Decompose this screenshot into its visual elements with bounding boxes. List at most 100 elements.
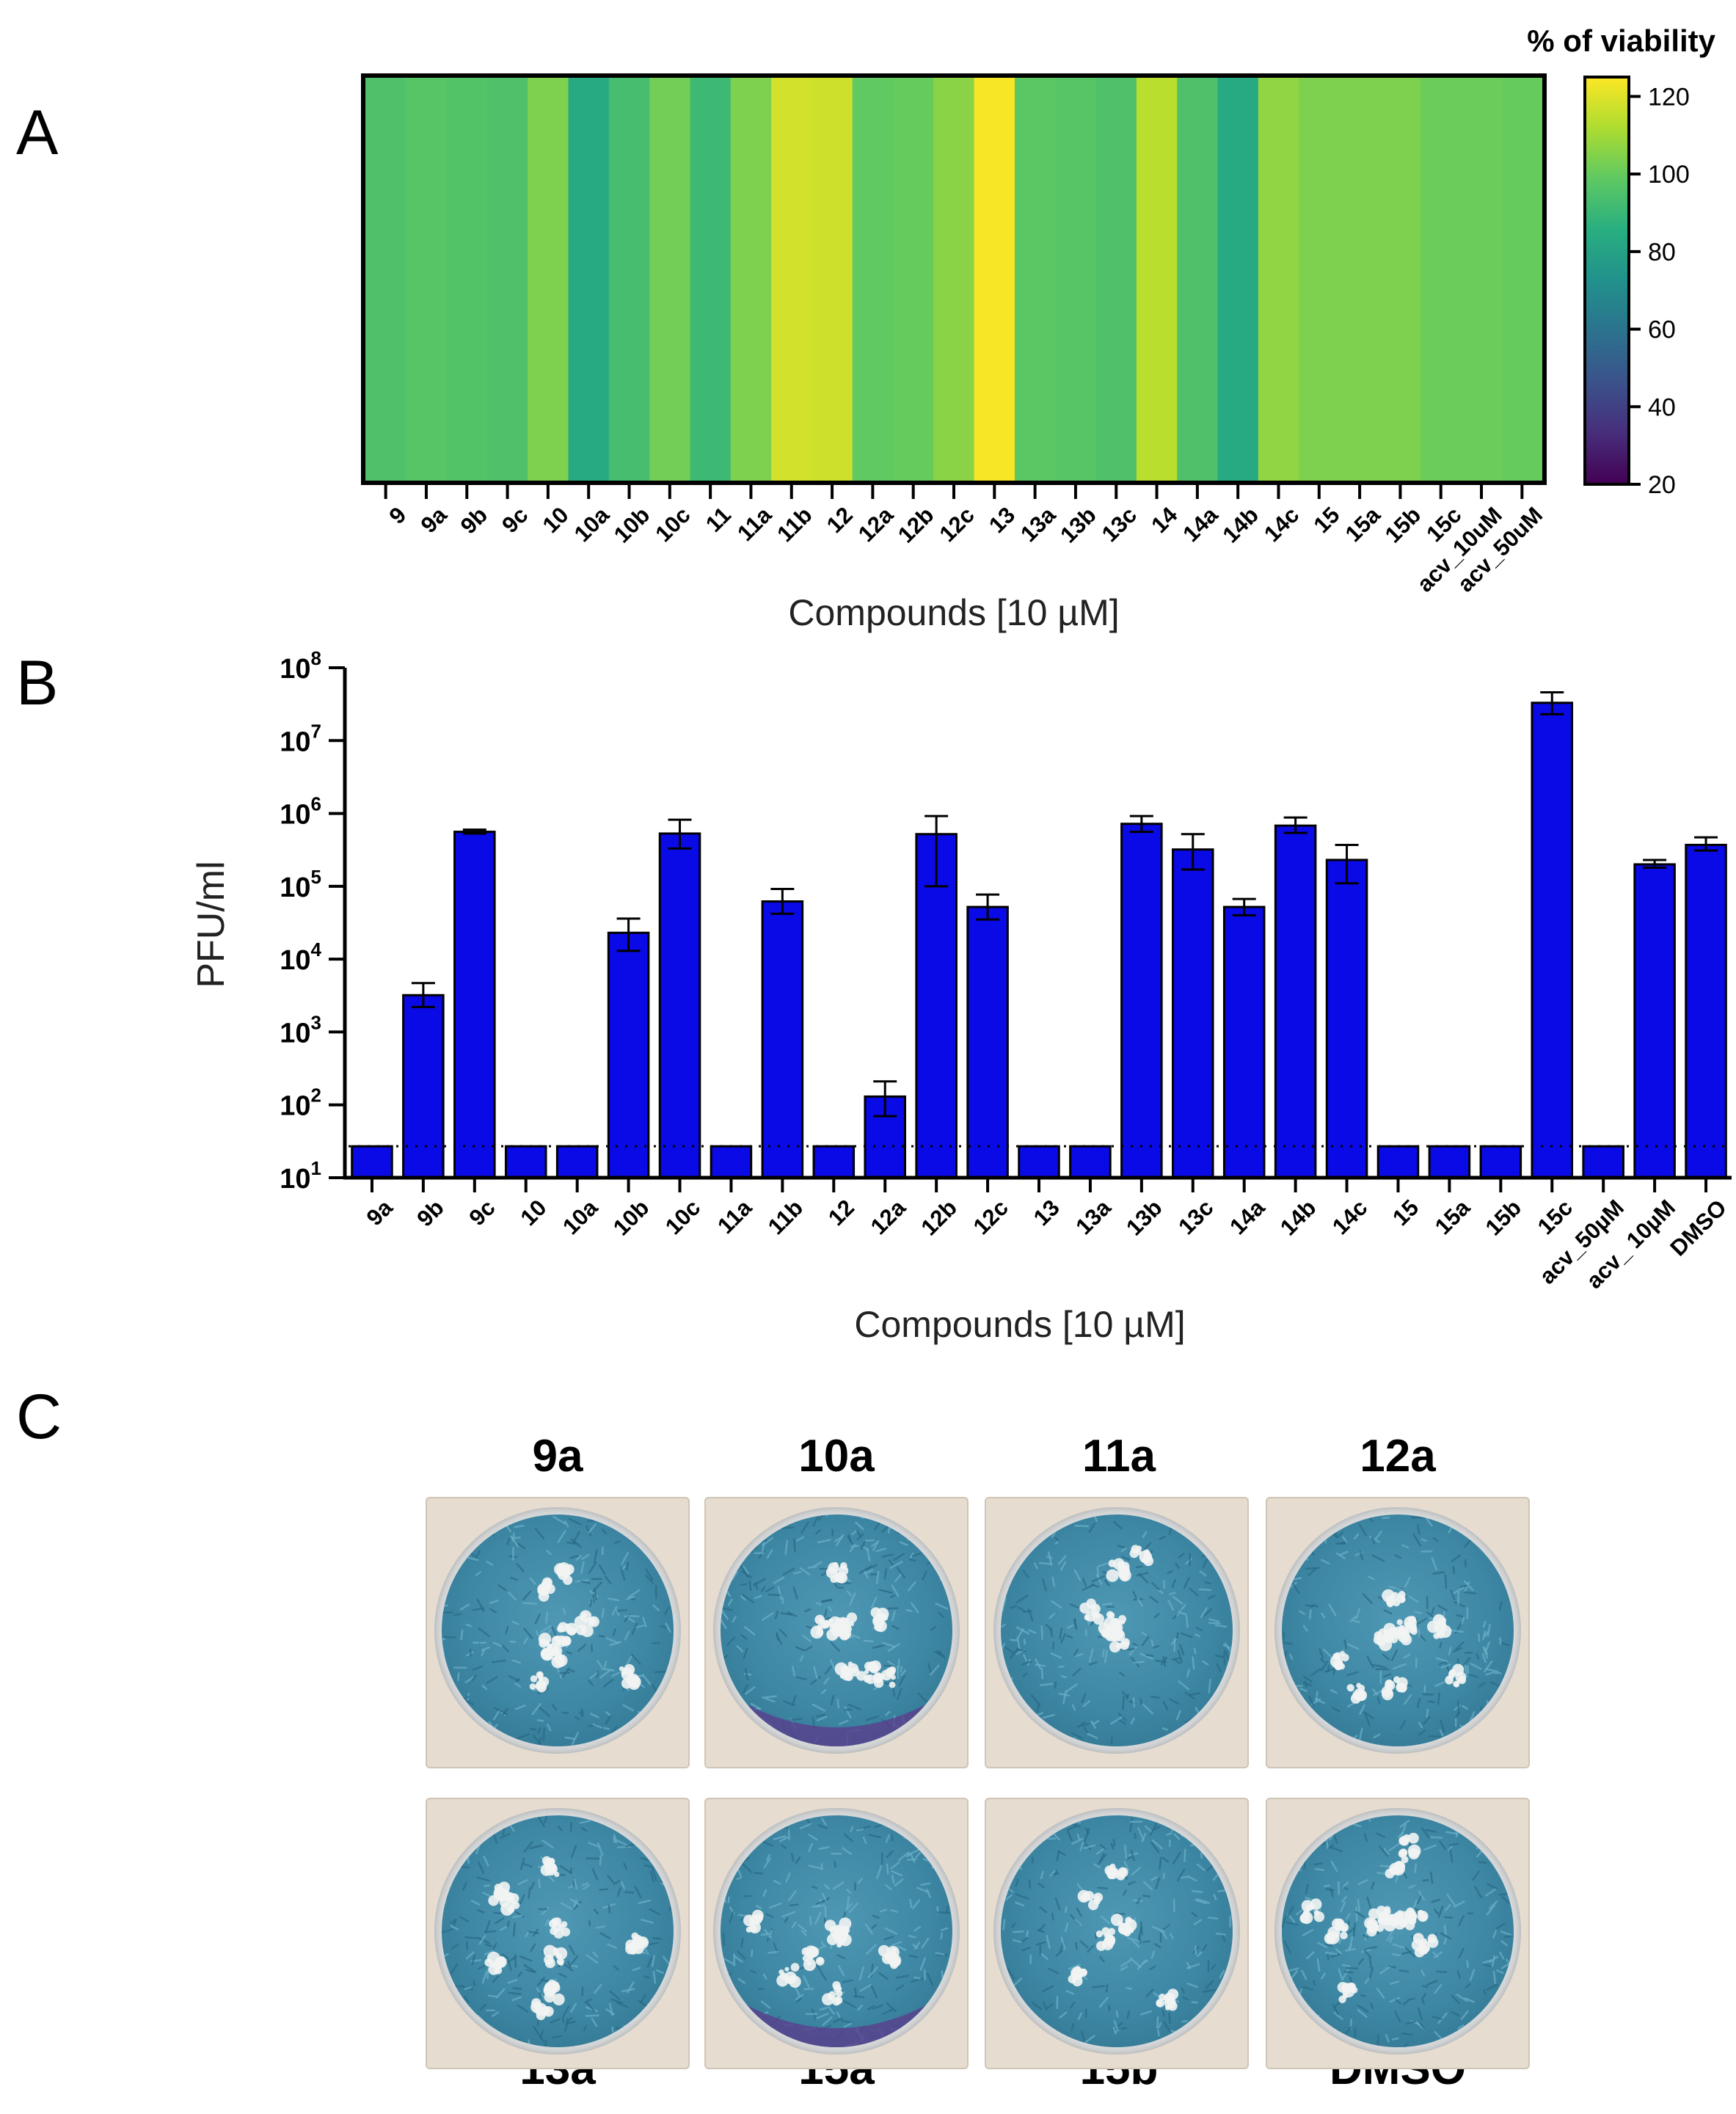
monolayer-texture: [507, 1959, 512, 1972]
monolayer-texture: [1208, 1618, 1219, 1623]
plate-12a: [1266, 1497, 1530, 1768]
monolayer-texture: [640, 1857, 649, 1862]
monolayer-texture: [1022, 1570, 1029, 1578]
bar-12c: [966, 905, 1009, 1179]
monolayer-texture: [1002, 2006, 1007, 2014]
monolayer-texture: [1310, 1668, 1321, 1677]
monolayer-texture: [471, 1954, 476, 1966]
monolayer-texture: [887, 1522, 892, 1534]
monolayer-texture: [1172, 2033, 1178, 2041]
bar-DMSO: [1685, 843, 1727, 1179]
monolayer-texture: [457, 1528, 464, 1535]
monolayer-texture: [1001, 1597, 1007, 1612]
monolayer-texture: [645, 1568, 654, 1581]
monolayer-texture: [784, 1917, 789, 1923]
monolayer-texture: [580, 1826, 588, 1832]
crystal-violet-stain: [721, 1698, 952, 1746]
monolayer-texture: [909, 1553, 914, 1559]
monolayer-texture: [1485, 1888, 1496, 1897]
monolayer-texture: [1302, 1625, 1308, 1632]
monolayer-texture: [1426, 1518, 1433, 1527]
monolayer-texture: [1462, 1705, 1468, 1710]
monolayer-texture: [1036, 1702, 1040, 1713]
monolayer-texture: [910, 1978, 924, 1983]
monolayer-texture: [1191, 2001, 1198, 2004]
monolayer-texture: [896, 1688, 902, 1700]
monolayer-texture: [1382, 1653, 1390, 1661]
monolayer-texture: [1345, 2026, 1352, 2035]
monolayer-texture: [753, 1578, 766, 1586]
monolayer-texture: [1113, 2027, 1128, 2031]
monolayer-texture: [473, 1980, 476, 1986]
monolayer-texture: [1343, 1740, 1351, 1746]
monolayer-texture: [1368, 1956, 1372, 1969]
monolayer-texture: [601, 1608, 605, 1619]
monolayer-texture: [1050, 1652, 1062, 1659]
heatmap-tick-label: 14b: [1217, 502, 1263, 548]
monolayer-texture: [1192, 1819, 1203, 1830]
bar-acv_ 10µM: [1633, 863, 1676, 1179]
monolayer-texture: [467, 1730, 473, 1744]
monolayer-texture: [894, 1878, 904, 1887]
monolayer-texture: [1033, 1562, 1039, 1570]
monolayer-texture: [933, 1832, 941, 1841]
monolayer-texture: [1120, 1959, 1132, 1967]
monolayer-texture: [795, 1997, 802, 2003]
monolayer-texture: [1162, 1923, 1172, 1931]
monolayer-texture: [445, 1582, 450, 1597]
monolayer-texture: [821, 1818, 827, 1826]
monolayer-texture: [912, 1943, 919, 1949]
monolayer-texture: [1437, 1906, 1444, 1918]
monolayer-texture: [1155, 1877, 1161, 1889]
monolayer-texture: [1480, 1706, 1485, 1721]
monolayer-texture: [721, 1607, 733, 1611]
monolayer-texture: [815, 2012, 829, 2019]
monolayer-texture: [799, 1823, 812, 1829]
monolayer-texture: [1077, 1816, 1081, 1824]
monolayer-texture: [1042, 1578, 1047, 1592]
monolayer-texture: [1048, 1824, 1051, 1831]
monolayer-texture: [1158, 2022, 1162, 2029]
monolayer-texture: [1474, 1885, 1482, 1899]
monolayer-texture: [582, 1884, 591, 1890]
monolayer-texture: [643, 1837, 657, 1840]
monolayer-texture: [613, 1965, 619, 1971]
plaque: [1299, 1898, 1325, 1925]
monolayer-texture: [466, 1538, 474, 1545]
colorbar-tick-label: 80: [1648, 238, 1676, 266]
monolayer-texture: [492, 1831, 498, 1844]
monolayer-texture: [891, 1610, 896, 1622]
monolayer-texture: [1029, 1539, 1035, 1548]
monolayer-texture: [660, 1877, 668, 1884]
bar-x-tick-label: 10: [515, 1195, 551, 1231]
monolayer-texture: [1311, 1542, 1322, 1549]
monolayer-texture: [476, 1909, 485, 1914]
monolayer-texture: [941, 1970, 944, 1980]
monolayer-texture: [887, 1660, 896, 1667]
monolayer-texture: [472, 1665, 484, 1671]
monolayer-texture: [546, 1628, 552, 1635]
monolayer-texture: [1072, 1667, 1082, 1677]
monolayer-texture: [1016, 1638, 1021, 1650]
monolayer-texture: [1472, 2044, 1475, 2047]
monolayer-texture: [523, 1841, 533, 1853]
monolayer-texture: [768, 1902, 782, 1909]
monolayer-texture: [887, 1643, 900, 1652]
monolayer-texture: [565, 2020, 577, 2025]
monolayer-texture: [1208, 1622, 1221, 1625]
monolayer-texture: [1138, 1934, 1142, 1944]
monolayer-texture: [1443, 1937, 1447, 1945]
monolayer-texture: [573, 1877, 578, 1889]
monolayer-texture: [1153, 1613, 1160, 1619]
bar-x-tick-label: 12: [823, 1195, 859, 1231]
monolayer-texture: [1332, 2000, 1342, 2009]
monolayer-texture: [607, 1943, 617, 1949]
monolayer-texture: [1421, 1998, 1425, 2005]
monolayer-texture: [1373, 1689, 1383, 1696]
monolayer-texture: [1298, 2035, 1307, 2046]
monolayer-texture: [792, 1694, 797, 1705]
monolayer-texture: [1157, 1589, 1164, 1594]
monolayer-texture: [514, 1705, 526, 1710]
monolayer-texture: [900, 1666, 903, 1673]
